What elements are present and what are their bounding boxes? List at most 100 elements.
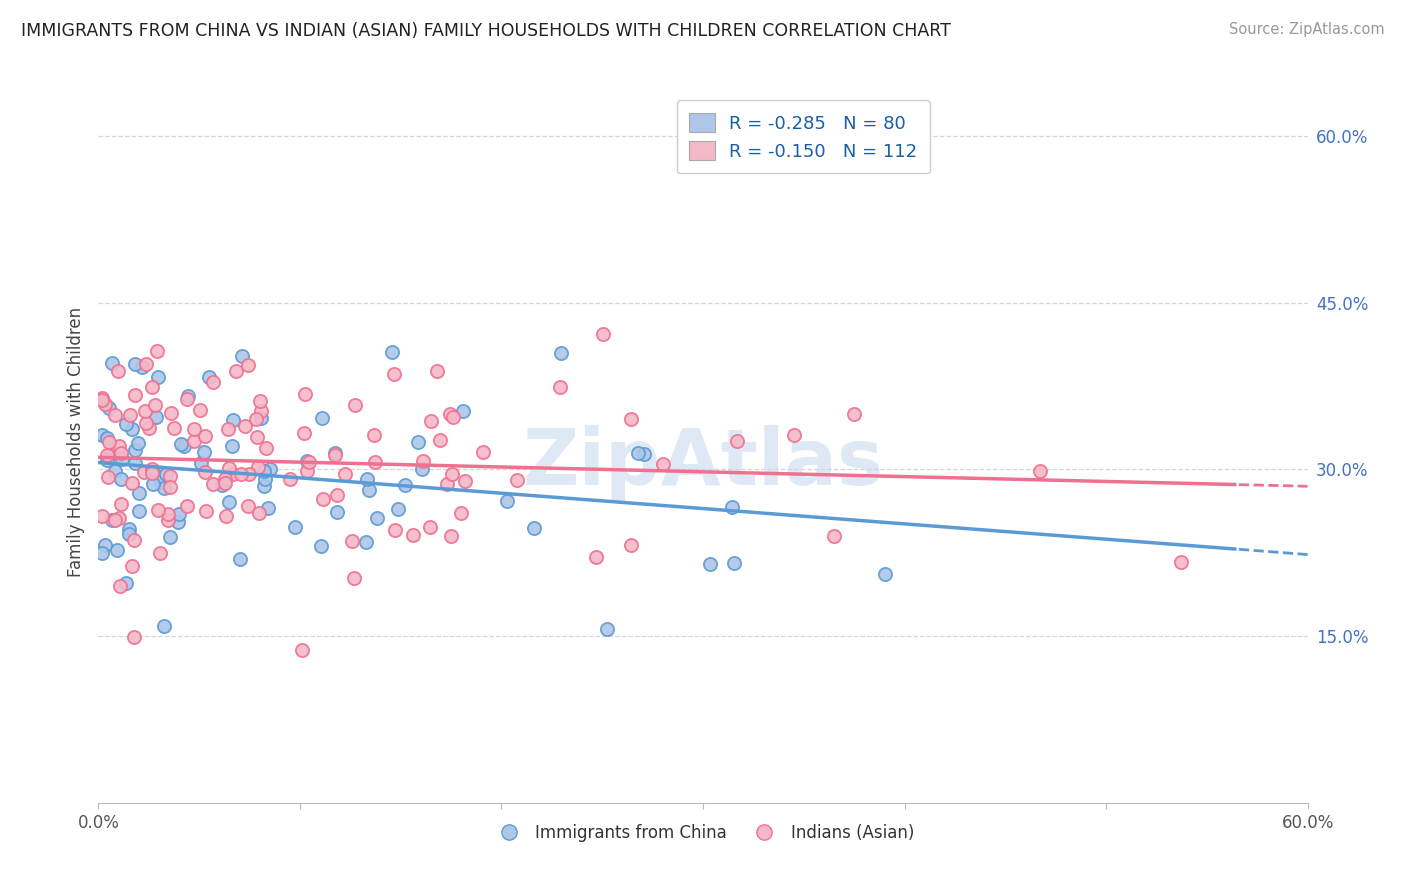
Point: [153, 619, 176, 633]
Point: [548, 379, 571, 393]
Point: [101, 513, 124, 527]
Point: [523, 521, 546, 535]
Point: [364, 454, 387, 468]
Point: [294, 387, 316, 401]
Point: [214, 475, 236, 490]
Point: [596, 622, 619, 636]
Point: [253, 464, 276, 478]
Point: [124, 388, 146, 402]
Point: [873, 566, 896, 581]
Text: Source: ZipAtlas.com: Source: ZipAtlas.com: [1229, 22, 1385, 37]
Point: [124, 357, 146, 371]
Point: [183, 422, 205, 436]
Point: [127, 435, 149, 450]
Point: [326, 488, 349, 502]
Point: [471, 445, 494, 459]
Point: [344, 398, 367, 412]
Point: [131, 359, 153, 374]
Point: [627, 446, 650, 460]
Point: [326, 505, 349, 519]
Point: [194, 465, 217, 479]
Point: [250, 404, 273, 418]
Point: [295, 464, 318, 478]
Point: [96, 431, 118, 445]
Point: [436, 477, 458, 491]
Point: [585, 549, 607, 564]
Point: [419, 520, 441, 534]
Point: [135, 357, 157, 371]
Point: [233, 419, 256, 434]
Point: [238, 499, 260, 513]
Point: [114, 575, 136, 590]
Point: [245, 411, 267, 425]
Point: [214, 472, 236, 486]
Point: [159, 468, 181, 483]
Point: [100, 445, 122, 459]
Point: [354, 534, 377, 549]
Point: [110, 497, 132, 511]
Point: [222, 413, 245, 427]
Point: [153, 481, 176, 495]
Y-axis label: Family Households with Children: Family Households with Children: [66, 307, 84, 576]
Point: [176, 499, 198, 513]
Point: [170, 437, 193, 451]
Point: [188, 402, 211, 417]
Point: [128, 485, 150, 500]
Point: [723, 556, 745, 570]
Text: IMMIGRANTS FROM CHINA VS INDIAN (ASIAN) FAMILY HOUSEHOLDS WITH CHILDREN CORRELAT: IMMIGRANTS FROM CHINA VS INDIAN (ASIAN) …: [21, 22, 950, 40]
Point: [253, 479, 276, 493]
Point: [250, 410, 273, 425]
Point: [1028, 464, 1050, 478]
Point: [699, 557, 721, 571]
Point: [104, 464, 127, 478]
Point: [121, 475, 143, 490]
Point: [121, 422, 143, 436]
Point: [118, 527, 141, 541]
Point: [257, 500, 280, 515]
Point: [91, 428, 114, 442]
Point: [254, 472, 277, 486]
Point: [94, 538, 117, 552]
Point: [198, 370, 221, 384]
Point: [725, 434, 748, 448]
Point: [323, 445, 346, 459]
Point: [193, 445, 215, 459]
Point: [225, 364, 247, 378]
Point: [149, 545, 172, 559]
Point: [107, 439, 129, 453]
Point: [311, 411, 333, 425]
Point: [229, 467, 252, 482]
Point: [124, 630, 146, 644]
Point: [155, 467, 177, 482]
Point: [176, 389, 198, 403]
Point: [363, 428, 385, 442]
Point: [134, 465, 156, 479]
Point: [91, 509, 114, 524]
Point: [620, 411, 643, 425]
Point: [343, 571, 366, 585]
Point: [439, 407, 461, 421]
Point: [592, 327, 614, 342]
Point: [159, 480, 181, 494]
Point: [110, 579, 132, 593]
Point: [284, 520, 307, 534]
Point: [451, 404, 474, 418]
Point: [384, 368, 406, 382]
Point: [420, 414, 443, 428]
Point: [135, 416, 157, 430]
Point: [141, 466, 163, 480]
Point: [202, 375, 225, 389]
Point: [333, 467, 356, 481]
Point: [496, 494, 519, 508]
Point: [229, 551, 252, 566]
Point: [506, 474, 529, 488]
Point: [312, 492, 335, 507]
Point: [256, 441, 278, 455]
Point: [218, 461, 240, 475]
Point: [183, 434, 205, 449]
Point: [842, 407, 865, 421]
Point: [309, 539, 332, 553]
Point: [98, 401, 121, 416]
Point: [118, 522, 141, 536]
Point: [124, 456, 146, 470]
